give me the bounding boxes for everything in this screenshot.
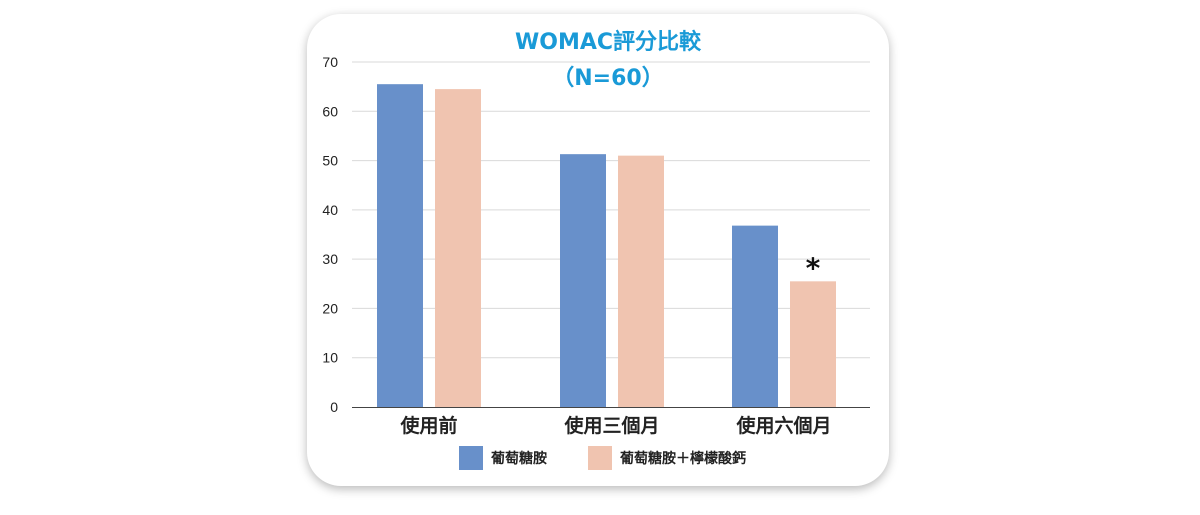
chart-title: WOMAC評分比較 (515, 29, 702, 55)
legend-label: 葡萄糖胺＋檸檬酸鈣 (619, 450, 746, 467)
category-label: 使用三個月 (563, 415, 659, 437)
y-tick-label: 20 (322, 300, 338, 316)
y-tick-label: 0 (330, 399, 338, 415)
y-tick-label: 40 (322, 202, 338, 218)
bar-series-2-3 (790, 281, 836, 407)
legend: 葡萄糖胺 葡萄糖胺＋檸檬酸鈣 (459, 446, 746, 470)
bar-series-2-1 (435, 89, 481, 407)
category-labels: 使用前 使用三個月 使用六個月 (399, 414, 831, 437)
significance-marker: * (806, 251, 821, 284)
bar-series-1-1 (377, 84, 423, 407)
y-axis-ticks: 0 10 20 30 40 50 60 70 (322, 54, 338, 415)
annotations: * (806, 251, 821, 284)
category-label: 使用前 (399, 414, 457, 437)
legend-swatch (588, 446, 612, 470)
bar-series-2-2 (618, 155, 664, 407)
y-tick-label: 30 (322, 251, 338, 267)
y-tick-label: 10 (322, 350, 338, 366)
bars (377, 84, 836, 407)
legend-label: 葡萄糖胺 (490, 450, 547, 467)
y-tick-label: 70 (322, 54, 338, 70)
y-tick-label: 60 (322, 103, 338, 119)
bar-series-1-2 (560, 154, 606, 407)
y-tick-label: 50 (322, 153, 338, 169)
category-label: 使用六個月 (735, 414, 831, 437)
bar-series-1-3 (732, 225, 778, 407)
chart-subtitle: （N=60） (552, 66, 663, 91)
legend-swatch (459, 446, 483, 470)
